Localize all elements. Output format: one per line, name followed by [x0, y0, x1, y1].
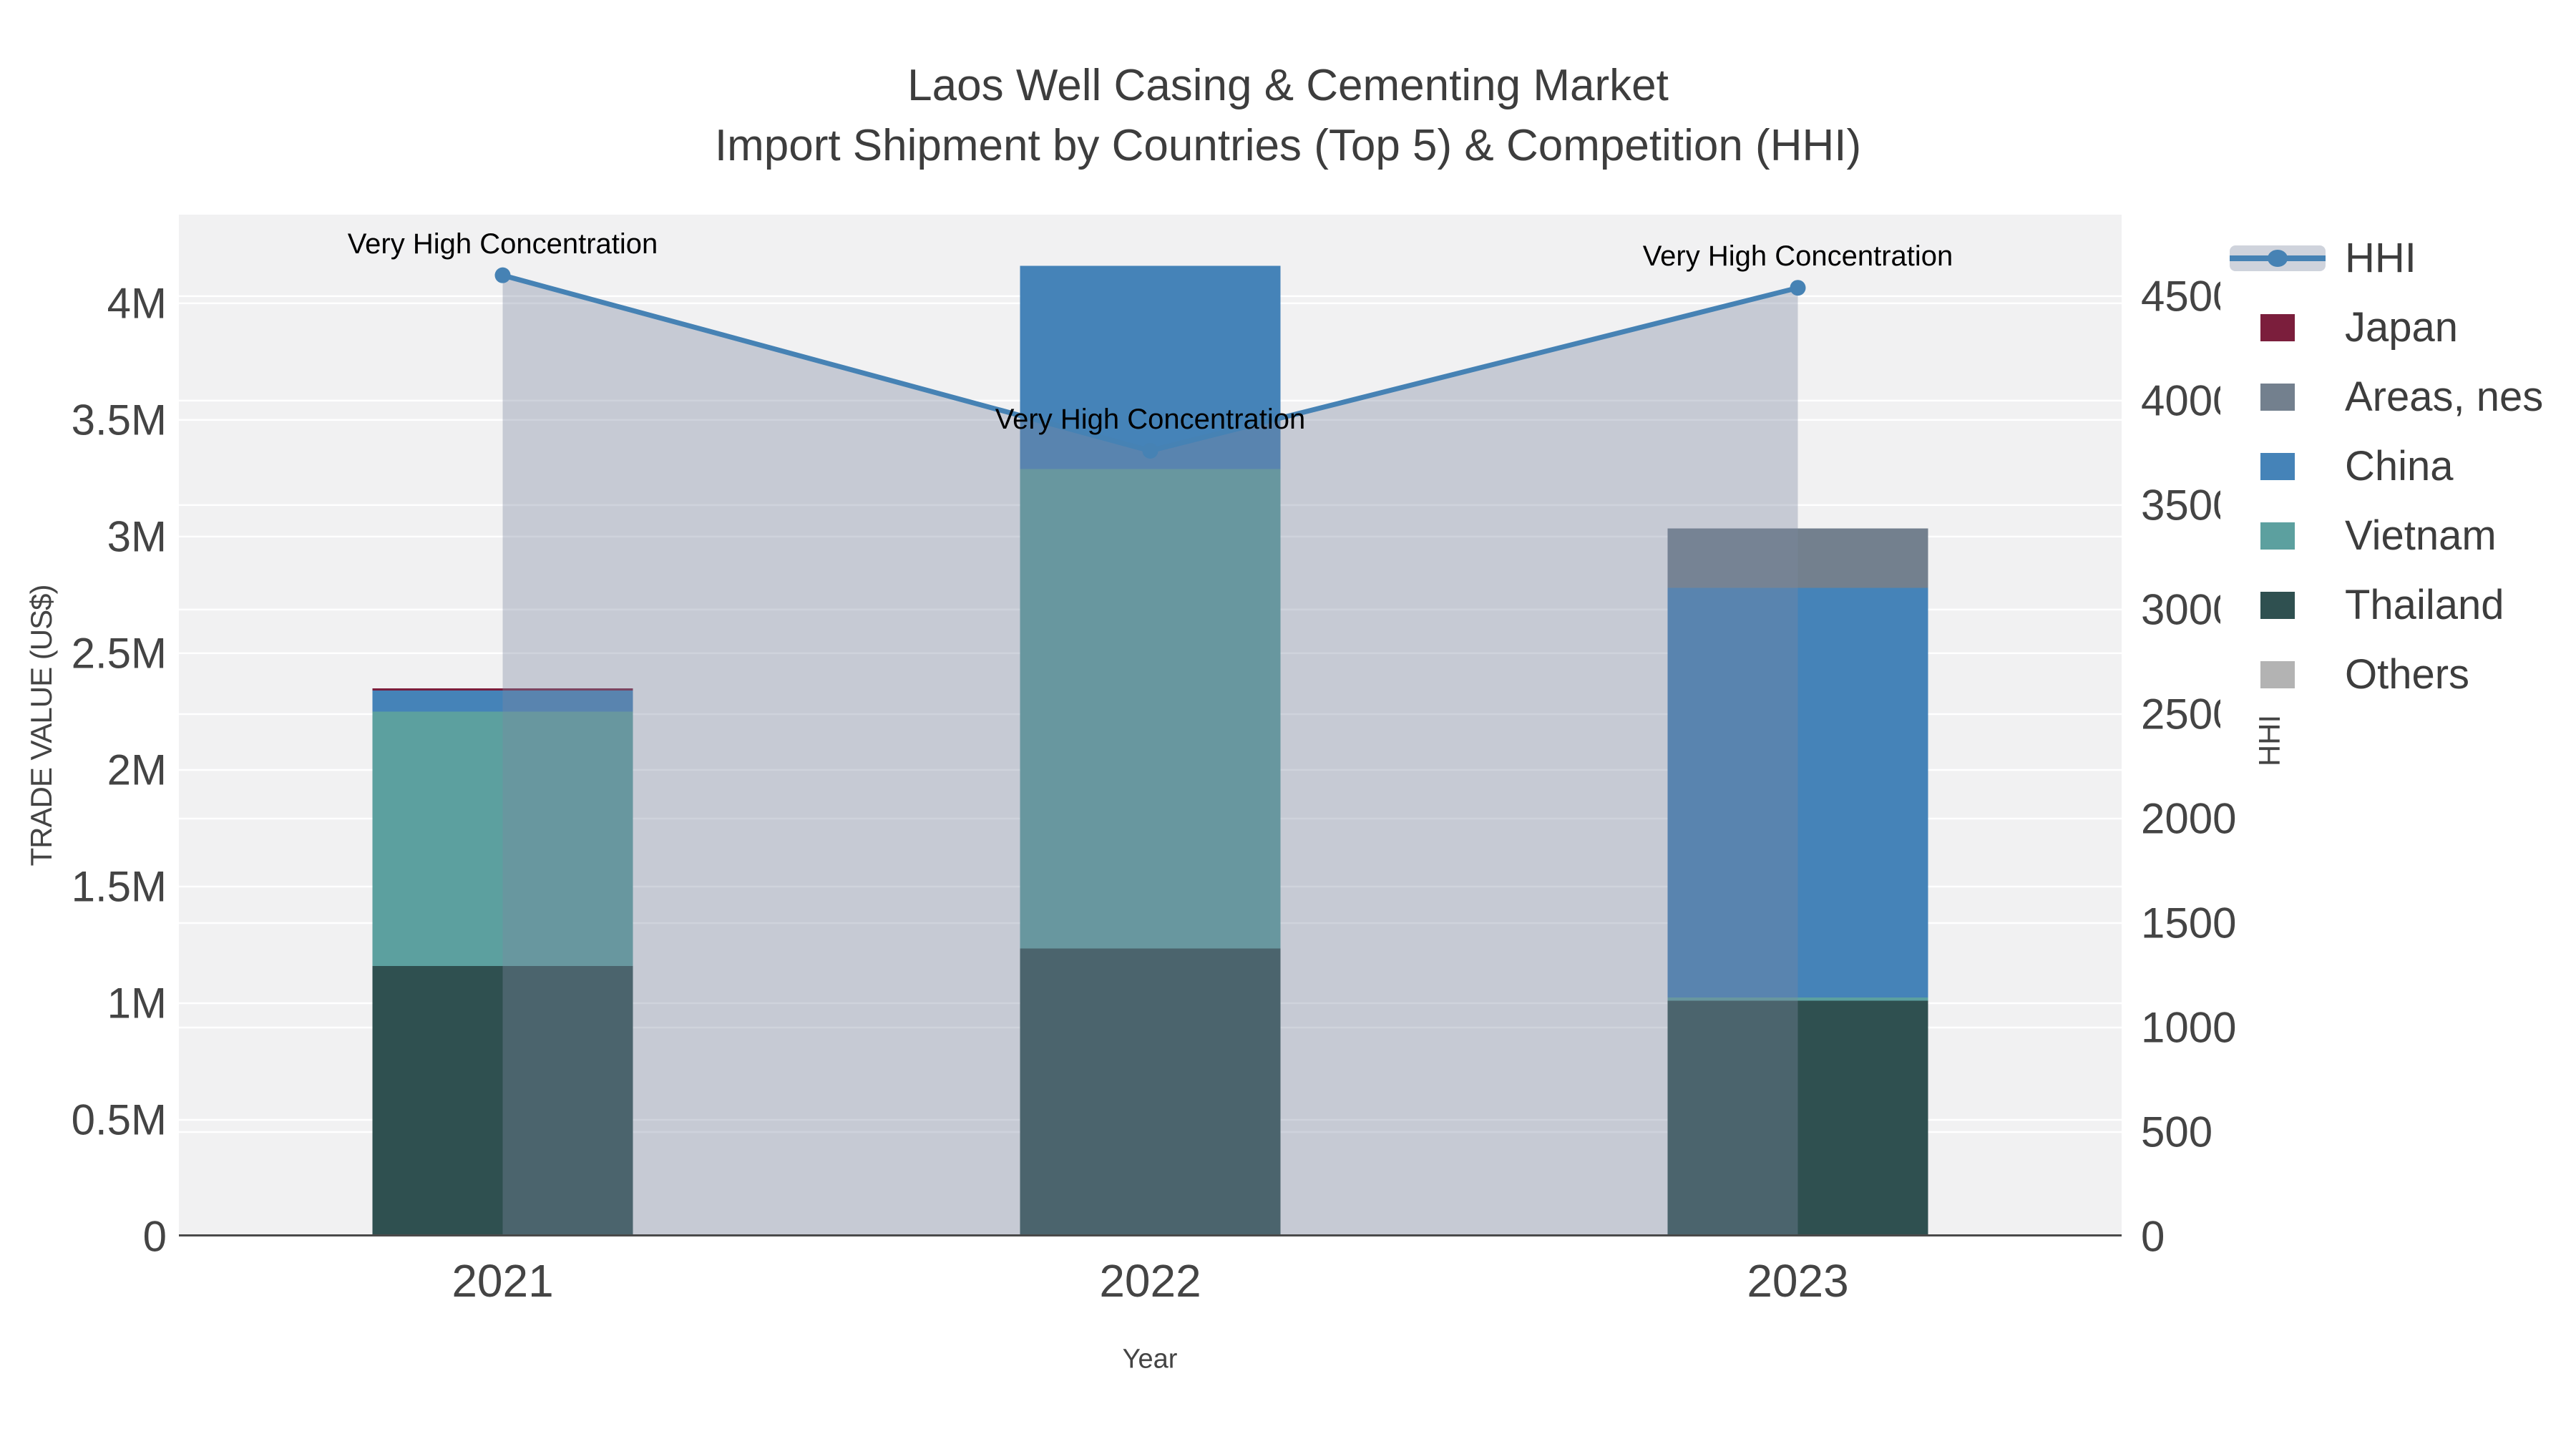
hhi-line-swatch-icon: [2230, 245, 2326, 271]
swatch-areas--nes-icon: [2260, 383, 2295, 411]
y-tick-left-2.5M: 2.5M: [71, 629, 167, 678]
y-tick-left-0.5M: 0.5M: [71, 1096, 167, 1144]
legend-label: HHI: [2345, 235, 2416, 281]
legend-square-swatch-icon: [2220, 660, 2335, 688]
legend-label: Thailand: [2345, 582, 2504, 628]
x-axis-title: Year: [1122, 1344, 1178, 1375]
legend-item-vietnam[interactable]: Vietnam: [2220, 501, 2576, 570]
bar-2022-thailand[interactable]: [1020, 948, 1281, 1236]
bar-2022-vietnam[interactable]: [1020, 469, 1281, 949]
x-tick-2021: 2021: [452, 1255, 554, 1307]
y-tick-right-1500: 1500: [2141, 899, 2237, 947]
legend-label: Vietnam: [2345, 512, 2497, 559]
bar-2023-china[interactable]: [1667, 587, 1928, 997]
y-tick-right-500: 500: [2141, 1108, 2213, 1156]
legend-label: Others: [2345, 651, 2470, 698]
legend-square-swatch-icon: [2220, 591, 2335, 619]
y-tick-left-1M: 1M: [107, 979, 167, 1028]
annotation-very-high-concentration-2022: Very High Concentration: [995, 403, 1306, 435]
swatch-others-icon: [2260, 660, 2295, 688]
bar-2021-japan[interactable]: [372, 688, 633, 691]
bar-2021-vietnam[interactable]: [372, 711, 633, 966]
legend-item-thailand[interactable]: Thailand: [2220, 570, 2576, 640]
y-tick-left-2M: 2M: [107, 746, 167, 794]
legend-label: China: [2345, 443, 2454, 489]
x-tick-2023: 2023: [1747, 1255, 1849, 1307]
legend-square-swatch-icon: [2220, 313, 2335, 341]
y-axis-title-right: HHI: [2253, 714, 2286, 767]
hhi-marker-2022[interactable]: [1142, 442, 1158, 459]
legend-item-japan[interactable]: Japan: [2220, 293, 2576, 362]
plot-canvas: [179, 265, 2122, 1236]
y-tick-left-0: 0: [142, 1212, 167, 1261]
swatch-thailand-icon: [2260, 591, 2295, 619]
legend-square-swatch-icon: [2220, 452, 2335, 480]
chart-title-line1: Laos Well Casing & Cementing Market: [907, 61, 1669, 110]
bar-2022-china[interactable]: [1020, 265, 1281, 469]
x-tick-2022: 2022: [1099, 1255, 1201, 1307]
legend-square-swatch-icon: [2220, 383, 2335, 411]
annotation-very-high-concentration-2023: Very High Concentration: [1642, 240, 1953, 273]
y-tick-right-0: 0: [2141, 1212, 2165, 1261]
bar-2023-thailand[interactable]: [1667, 1000, 1928, 1236]
chart-title: Laos Well Casing & Cementing Market Impo…: [0, 56, 2576, 176]
y-axis-title-left: TRADE VALUE (US$): [24, 585, 58, 867]
swatch-china-icon: [2260, 452, 2295, 480]
chart-title-line2: Import Shipment by Countries (Top 5) & C…: [714, 121, 1862, 170]
y-tick-left-3M: 3M: [107, 512, 167, 561]
legend-item-others[interactable]: Others: [2220, 640, 2576, 709]
hhi-marker-2021[interactable]: [494, 267, 511, 283]
swatch-japan-icon: [2260, 313, 2295, 341]
hhi-marker-2023[interactable]: [1790, 280, 1806, 296]
legend-square-swatch-icon: [2220, 522, 2335, 550]
legend-label: Japan: [2345, 304, 2459, 351]
legend-hhi-line-swatch-icon: [2220, 245, 2335, 271]
y-tick-right-2000: 2000: [2141, 794, 2237, 843]
legend-item-hhi[interactable]: HHI: [2220, 223, 2576, 293]
annotation-very-high-concentration-2021: Very High Concentration: [347, 228, 658, 260]
y-tick-left-3.5M: 3.5M: [71, 396, 167, 444]
y-tick-left-1.5M: 1.5M: [71, 862, 167, 911]
legend-label: Areas, nes: [2345, 374, 2544, 420]
bar-2023-areas--nes[interactable]: [1667, 528, 1928, 588]
bar-2021-thailand[interactable]: [372, 965, 633, 1236]
legend: HHI Japan Areas, nes China Vietnam Thailand Ot…: [2220, 223, 2576, 747]
legend-item-areas--nes[interactable]: Areas, nes: [2220, 362, 2576, 431]
bar-2021-china[interactable]: [372, 691, 633, 712]
swatch-vietnam-icon: [2260, 522, 2295, 550]
bar-2023-vietnam[interactable]: [1667, 997, 1928, 1001]
legend-item-china[interactable]: China: [2220, 431, 2576, 501]
hhi-area-fill: [502, 275, 1798, 1236]
y-tick-left-4M: 4M: [107, 279, 167, 328]
y-tick-right-1000: 1000: [2141, 1003, 2237, 1052]
